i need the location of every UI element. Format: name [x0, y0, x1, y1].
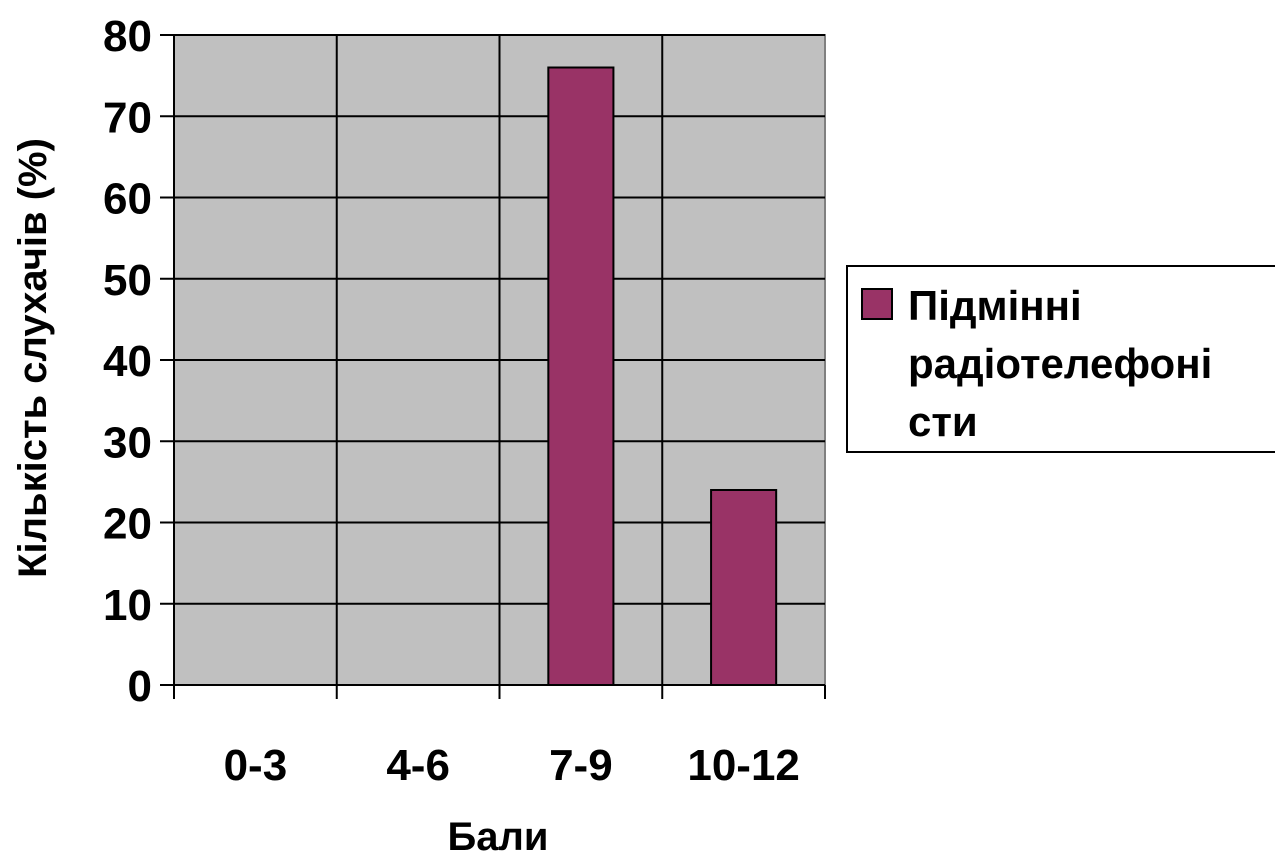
legend-box: [846, 265, 1275, 453]
x-tick-label-7-9: 7-9: [549, 741, 613, 790]
y-tick-label-30: 30: [103, 418, 152, 467]
x-tick-label-4-6: 4-6: [386, 741, 450, 790]
legend: Підмінні радіотелефоні сти: [846, 265, 1275, 453]
y-tick-labels: 0 10 20 30 40 50 60 70 80: [103, 12, 152, 711]
bar-10-12: [710, 489, 778, 686]
y-tick-label-20: 20: [103, 500, 152, 549]
y-axis-title: Кількість слухачів (%): [11, 138, 55, 578]
y-tick-label-10: 10: [103, 581, 152, 630]
legend-label-line-1: Підмінні: [908, 282, 1082, 329]
bar-7-9: [547, 66, 615, 686]
y-tick-label-50: 50: [103, 256, 152, 305]
x-tick-label-10-12: 10-12: [687, 741, 800, 790]
x-tick-label-0-3: 0-3: [224, 741, 288, 790]
y-tick-label-60: 60: [103, 175, 152, 224]
y-tick-label-0: 0: [128, 662, 152, 711]
x-tick-labels: 0-3 4-6 7-9 10-12: [224, 741, 800, 790]
legend-swatch: [861, 288, 893, 320]
y-tick-label-40: 40: [103, 337, 152, 386]
bars: [547, 66, 778, 686]
axes: [160, 34, 826, 699]
legend-label-line-2: радіотелефоні: [908, 340, 1212, 387]
y-tick-label-80: 80: [103, 12, 152, 61]
x-axis-title: Бали: [448, 815, 549, 858]
legend-label-line-3: сти: [908, 398, 978, 445]
y-tick-label-70: 70: [103, 93, 152, 142]
